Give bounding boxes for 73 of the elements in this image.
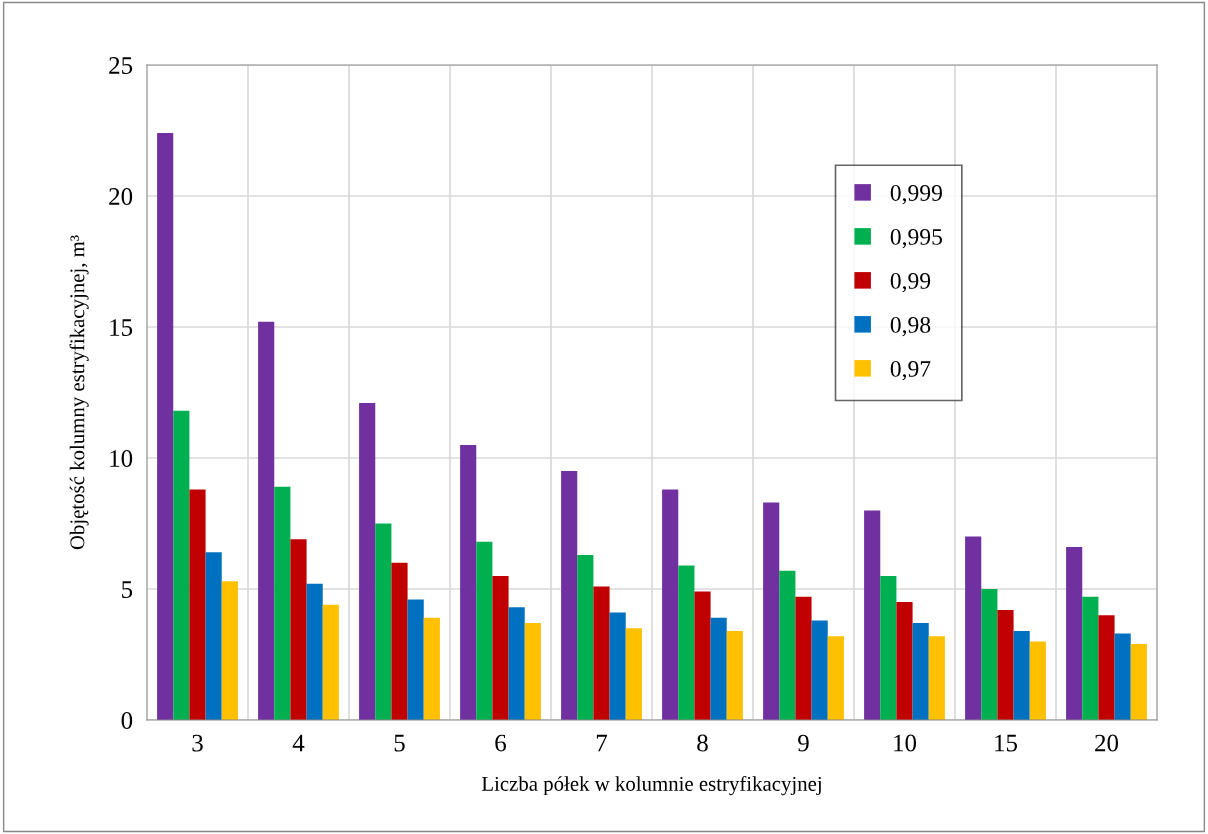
bar [1082,596,1099,720]
y-axis-title: Objętość kolumny estryfikacyjnej, m³ [69,235,89,550]
bar [997,609,1014,720]
bar [880,575,897,720]
bar [157,133,174,720]
bar [306,583,323,720]
bar [827,636,844,720]
bar [492,575,509,720]
bar [290,539,307,720]
bar [221,581,238,720]
bar [710,617,727,720]
bar [593,586,610,720]
x-tick-label: 9 [798,734,809,752]
bar [407,599,424,720]
y-tick-label: 15 [110,319,133,336]
bar [274,486,291,720]
legend-label: 0,999 [890,184,942,205]
bar [896,602,913,720]
bar [609,612,626,720]
bar [1098,615,1115,720]
legend-label: 0,98 [890,316,931,337]
y-tick-label: 20 [109,188,133,205]
bar [391,562,408,720]
bar [864,510,881,720]
x-tick-label: 10 [894,734,917,752]
legend-label: 0,995 [890,228,943,249]
bar [423,617,440,720]
bar [322,604,339,720]
bar [1066,547,1083,720]
bar [476,541,493,720]
bar [763,502,780,720]
bar [981,589,998,720]
x-tick-label: 15 [995,734,1018,752]
bar [694,591,711,720]
bar [1130,644,1147,720]
y-tick-label: 0 [121,712,133,729]
bar [726,630,743,720]
bar [928,636,945,720]
x-tick-label: 20 [1095,734,1119,752]
x-tick-label: 3 [192,734,203,752]
legend-label: 0,99 [890,272,931,293]
bar [359,402,376,720]
bar [460,444,477,720]
bar [205,552,222,720]
bar [524,623,541,720]
bar [561,471,578,720]
bar [258,321,275,720]
bar [189,489,206,720]
bar [508,607,525,720]
bar [577,554,594,720]
y-tick-label: 10 [110,450,133,467]
y-tick-label: 25 [109,57,133,74]
bar [965,536,982,720]
bar [625,628,642,720]
bar [912,623,929,720]
x-tick-label: 8 [697,734,708,752]
bar [1114,633,1131,720]
bar [662,489,679,720]
y-tick-label: 5 [122,581,133,598]
bar [1013,630,1030,720]
bar [678,565,695,720]
bar [779,570,796,720]
x-tick-label: 6 [495,734,506,752]
bar [795,596,812,720]
x-tick-label: 5 [394,734,405,752]
bar [1029,641,1046,720]
legend-label: 0,97 [890,360,931,381]
bar [375,523,392,720]
bar [811,620,828,720]
x-tick-label: 4 [292,734,305,752]
x-axis-title: Liczba półek w kolumnie estryfikacyjnej [481,776,821,796]
x-tick-label: 7 [596,734,608,752]
bar [173,410,190,720]
